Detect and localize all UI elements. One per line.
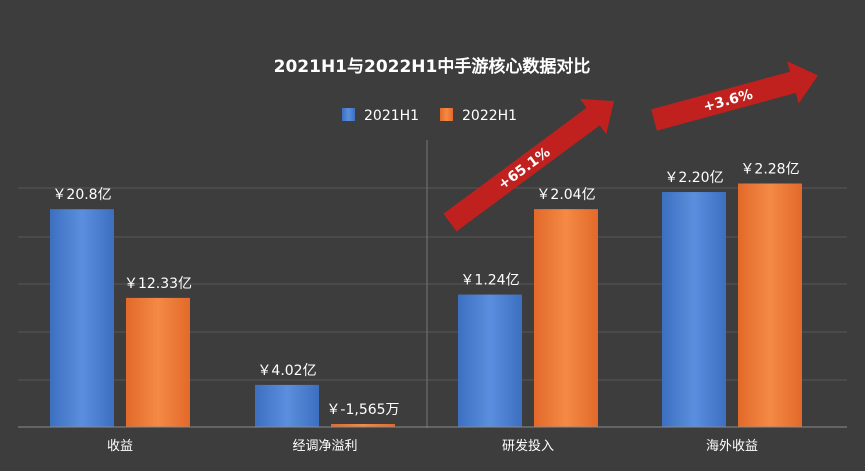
legend: 2021H1 2022H1 xyxy=(342,108,517,124)
growth-arrow-1 xyxy=(651,61,818,131)
chart-title: 2021H1与2022H1中手游核心数据对比 xyxy=(274,56,591,77)
data-label-2021h1-1: ￥4.02亿 xyxy=(257,363,316,379)
category-label-0: 收益 xyxy=(107,439,133,454)
bar-2021h1-2 xyxy=(458,294,522,427)
data-label-2022h1-2: ￥2.04亿 xyxy=(536,187,595,203)
growth-arrow-label-0: +65.1% xyxy=(495,144,553,193)
bar-2021h1-1 xyxy=(255,384,319,427)
legend-swatch-2022h1 xyxy=(440,108,453,121)
bar-2022h1-3 xyxy=(738,183,802,427)
category-label-2: 研发投入 xyxy=(502,438,554,454)
legend-swatch-2021h1 xyxy=(342,108,355,121)
legend-label-2022h1: 2022H1 xyxy=(462,108,517,124)
bar-2022h1-1 xyxy=(331,424,395,427)
data-label-2021h1-2: ￥1.24亿 xyxy=(460,273,519,289)
bar-2021h1-3 xyxy=(662,192,726,427)
growth-arrow-0 xyxy=(443,98,614,232)
data-label-2022h1-0: ￥12.33亿 xyxy=(124,276,192,292)
data-label-2021h1-0: ￥20.8亿 xyxy=(52,187,111,203)
bar-2022h1-0 xyxy=(126,297,190,427)
legend-label-2021h1: 2021H1 xyxy=(364,108,419,124)
bar-2022h1-2 xyxy=(534,209,598,427)
labels: ￥20.8亿 ￥12.33亿 ￥4.02亿 ￥-1,565万 ￥1.24亿 ￥2.04亿 ￥… xyxy=(52,161,799,454)
bars xyxy=(50,183,802,427)
bar-2021h1-0 xyxy=(50,209,114,427)
category-label-3: 海外收益 xyxy=(706,439,758,454)
data-label-2022h1-3: ￥2.28亿 xyxy=(740,161,799,177)
category-label-1: 经调净溢利 xyxy=(292,439,357,454)
data-label-2021h1-3: ￥2.20亿 xyxy=(664,170,723,186)
data-label-2022h1-1: ￥-1,565万 xyxy=(326,402,399,418)
